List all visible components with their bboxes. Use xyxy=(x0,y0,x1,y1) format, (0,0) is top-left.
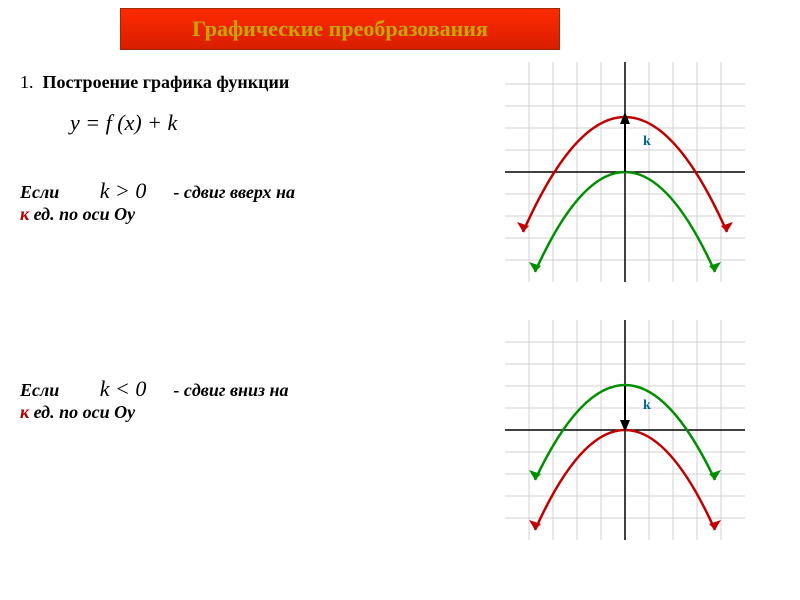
case1-prefix: Если xyxy=(20,182,59,202)
chart-shift-up: k xyxy=(505,62,745,282)
subtitle: Построение графика функции xyxy=(43,72,290,92)
case2-line2: к ед. по оси Oy xyxy=(20,402,135,423)
title-text: Графические преобразования xyxy=(192,16,488,42)
formula: y = f (x) + k xyxy=(70,110,177,136)
title-bar: Графические преобразования xyxy=(120,8,560,50)
case2-k: к xyxy=(20,402,29,422)
chart1-svg xyxy=(505,62,745,282)
case2-result: - сдвиг вниз на xyxy=(173,380,288,400)
case1-condition: k > 0 xyxy=(100,178,147,203)
case1-k: к xyxy=(20,204,29,224)
case2-block: Если k < 0 - сдвиг вниз на xyxy=(20,376,289,402)
chart1-k-label: k xyxy=(643,134,651,150)
case1-block: Если k > 0 - сдвиг вверх на xyxy=(20,178,295,204)
case1-line2: к ед. по оси Oy xyxy=(20,204,135,225)
case1-result: - сдвиг вверх на xyxy=(173,182,295,202)
case2-condition: k < 0 xyxy=(100,376,147,401)
subtitle-line: 1. Построение графика функции xyxy=(20,72,289,93)
chart-shift-down: k xyxy=(505,320,745,540)
case2-prefix: Если xyxy=(20,380,59,400)
chart2-svg xyxy=(505,320,745,540)
chart2-k-label: k xyxy=(643,398,651,414)
